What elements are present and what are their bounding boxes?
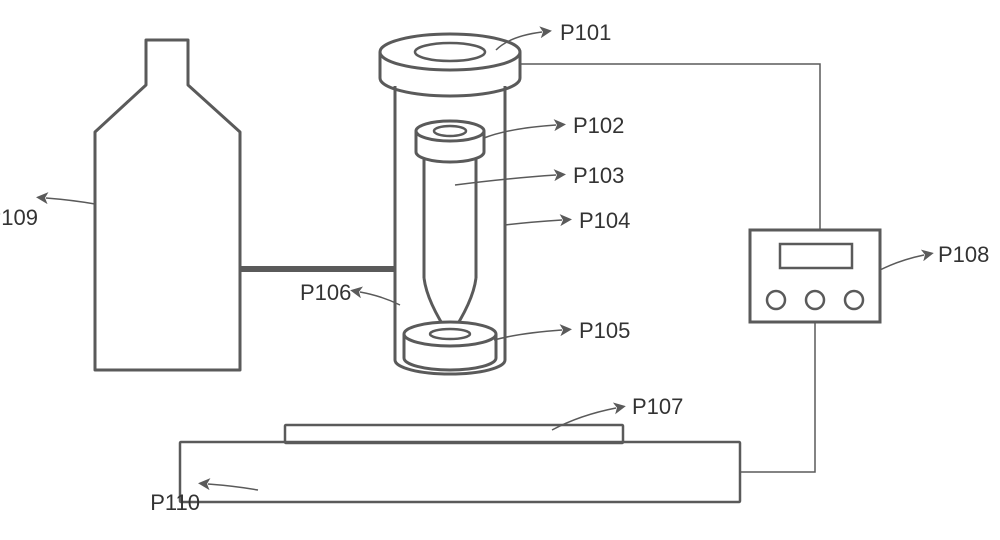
- inner-nozzle-p103-p104: [424, 159, 476, 336]
- label-p101: P101: [560, 20, 611, 45]
- substrate-p107: [285, 425, 623, 443]
- label-p110: P110: [150, 490, 200, 515]
- label-p106: P106: [300, 280, 351, 305]
- inner-cylinder-p102: [416, 121, 484, 162]
- label-p103: P103: [573, 163, 624, 188]
- base-plate-p110: [180, 442, 740, 502]
- label-p105: P105: [579, 318, 630, 343]
- controller-p108: [750, 230, 880, 322]
- label-p104: P104: [579, 208, 630, 233]
- label-p107: P107: [632, 394, 683, 419]
- label-p109: P109: [0, 205, 38, 230]
- label-p102: P102: [573, 113, 624, 138]
- bottle-p109: [95, 40, 240, 370]
- label-p108: P108: [938, 242, 989, 267]
- bottom-ring-p105: [404, 322, 496, 370]
